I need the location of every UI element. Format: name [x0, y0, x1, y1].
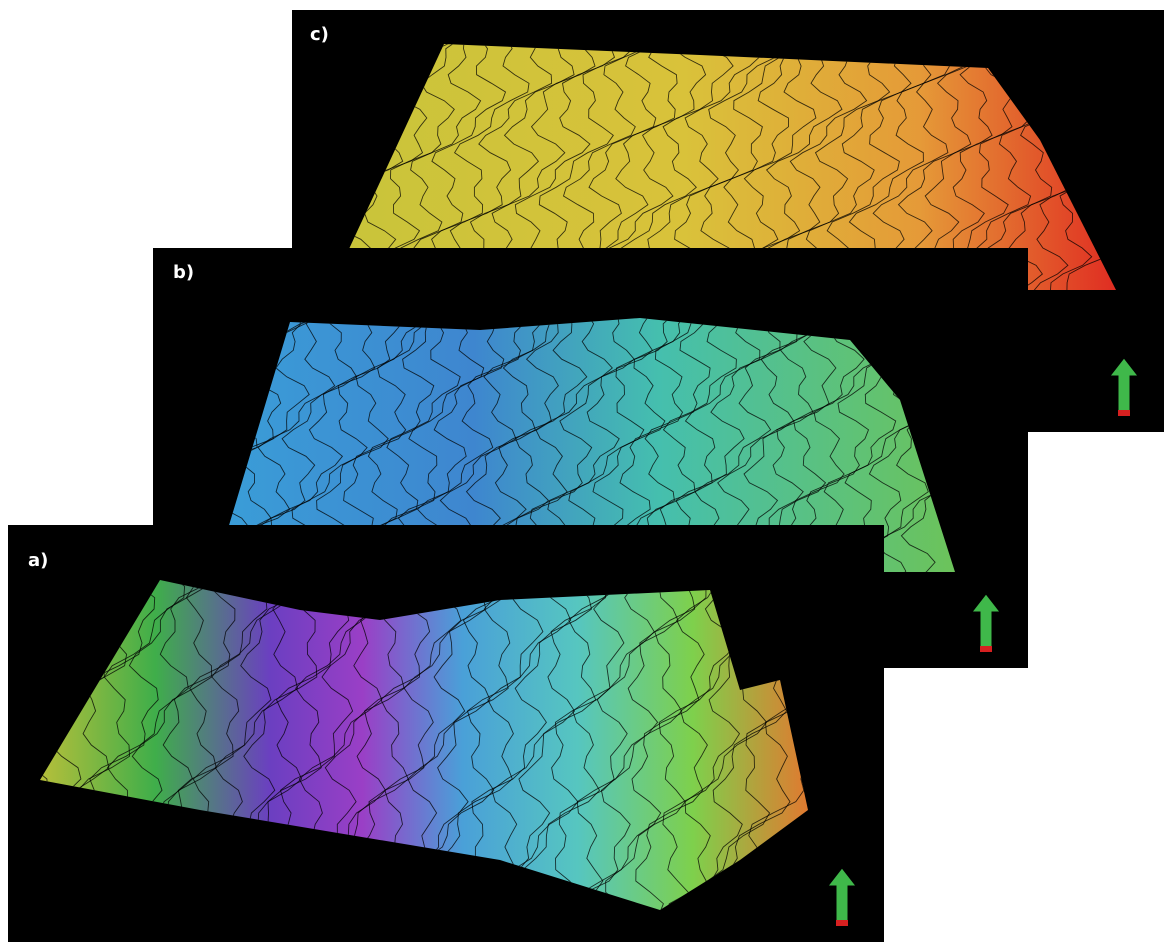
panel-label: a) — [28, 550, 48, 571]
panel-label: b) — [173, 262, 194, 283]
panel-label: c) — [310, 24, 329, 45]
panel-a: a) — [0, 525, 884, 942]
